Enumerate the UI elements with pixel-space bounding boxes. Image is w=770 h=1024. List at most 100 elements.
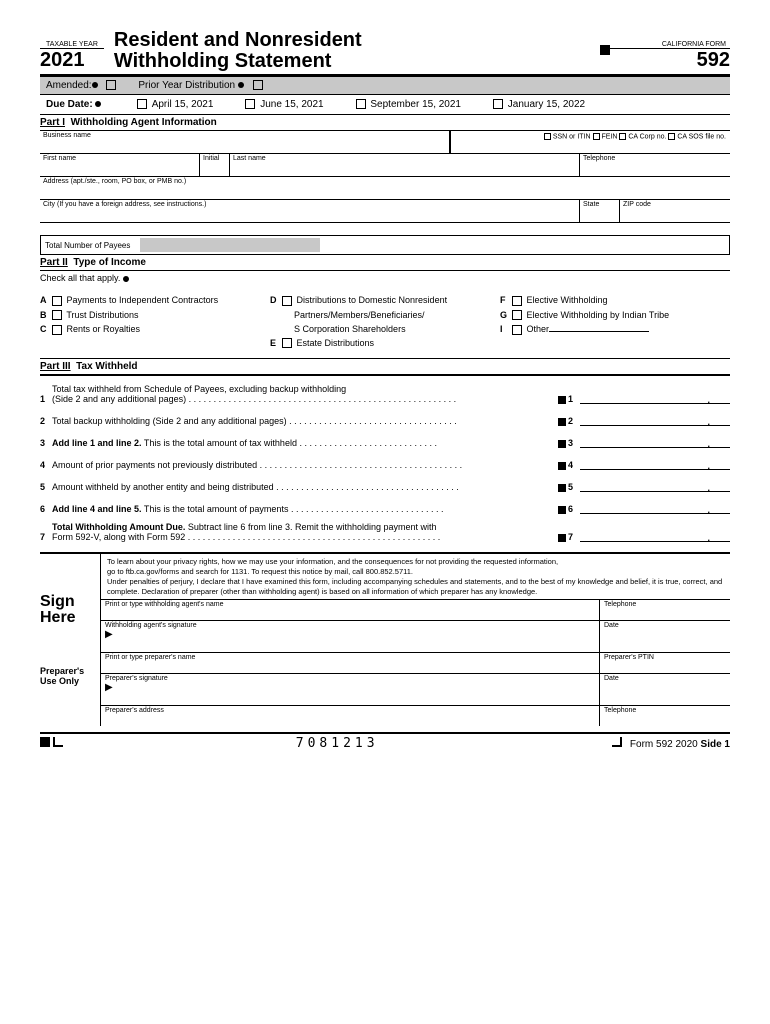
last-name-field[interactable]: Last name — [230, 154, 580, 176]
income-i-label: Other — [527, 324, 550, 334]
city-field[interactable]: City (If you have a foreign address, see… — [40, 200, 580, 222]
check-all-label: Check all that apply. — [40, 271, 730, 285]
income-e-label: Estate Distributions — [297, 338, 375, 348]
income-d-checkbox[interactable] — [282, 296, 292, 306]
form-title-line1: Resident and Nonresident — [114, 30, 600, 51]
telephone-field[interactable]: Telephone — [580, 154, 730, 176]
income-d-label3: S Corporation Shareholders — [294, 324, 406, 334]
business-name-row: Business name SSN or ITIN FEIN CA Corp n… — [40, 131, 730, 154]
line7-text-c: Form 592-V, along with Form 592 — [52, 532, 185, 542]
part2-label: Part II — [40, 257, 68, 268]
preparer-sig-field[interactable]: Preparer's signature▶ — [101, 674, 600, 705]
income-e-checkbox[interactable] — [282, 338, 292, 348]
date-checkbox-4[interactable] — [493, 99, 503, 109]
agent-date-field[interactable]: Date — [600, 621, 730, 652]
part3-title: Tax Withheld — [76, 361, 137, 372]
part2-header: Part II Type of Income — [40, 255, 730, 271]
date-checkbox-1[interactable] — [137, 99, 147, 109]
amount-1[interactable]: . — [580, 390, 730, 404]
income-g-checkbox[interactable] — [512, 310, 522, 320]
income-d-label2: Partners/Members/Beneficiaries/ — [294, 310, 425, 320]
amended-checkbox[interactable] — [106, 80, 116, 90]
footer-side: Side 1 — [701, 739, 730, 750]
date-checkbox-2[interactable] — [245, 99, 255, 109]
part1-title: Withholding Agent Information — [71, 117, 217, 128]
line-marker-icon — [558, 418, 566, 426]
state-field[interactable]: State — [580, 200, 620, 222]
preparer-addr-field[interactable]: Preparer's address — [101, 706, 600, 726]
corp-checkbox[interactable] — [619, 133, 626, 140]
income-a-checkbox[interactable] — [52, 296, 62, 306]
line-3: 3 Add line 1 and line 2. This is the tot… — [40, 434, 730, 448]
income-a-label: Payments to Independent Contractors — [67, 295, 219, 305]
line7-text-a: Total Withholding Amount Due. — [52, 522, 185, 532]
income-b-checkbox[interactable] — [52, 310, 62, 320]
line6-text-b: This is the total amount of payments — [142, 504, 289, 514]
payees-label: Total Number of Payees — [45, 241, 130, 250]
taxable-year-label: TAXABLE YEAR — [40, 41, 104, 49]
amended-label: Amended: — [46, 80, 92, 91]
other-input[interactable] — [549, 331, 649, 332]
due-date-label: Due Date: — [46, 99, 93, 110]
line-marker-icon — [558, 506, 566, 514]
footer-marker-icon — [40, 737, 50, 747]
sos-checkbox[interactable] — [668, 133, 675, 140]
part1-header: Part I Withholding Agent Information — [40, 115, 730, 131]
form-title-line2: Withholding Statement — [114, 51, 600, 72]
preparer-label-1: Preparer's — [40, 666, 100, 676]
income-i-checkbox[interactable] — [512, 325, 522, 335]
prior-year-checkbox[interactable] — [253, 80, 263, 90]
bullet-icon — [92, 82, 98, 88]
id-type-cell: SSN or ITIN FEIN CA Corp no. CA SOS file… — [450, 131, 730, 153]
corner-icon — [53, 737, 63, 747]
preparer-phone-field[interactable]: Telephone — [600, 706, 730, 726]
payees-input[interactable] — [140, 238, 320, 252]
california-form-label: CALIFORNIA FORM — [610, 41, 730, 49]
line5-text: Amount withheld by another entity and be… — [52, 482, 274, 492]
part2-title: Type of Income — [73, 257, 146, 268]
form-number: 592 — [610, 49, 730, 72]
business-name-field[interactable]: Business name — [40, 131, 450, 153]
footer-form-ref: Form 592 2020 — [630, 739, 698, 750]
date-checkbox-3[interactable] — [356, 99, 366, 109]
amended-bar: Amended: Prior Year Distribution — [40, 77, 730, 95]
amount-4[interactable]: . — [580, 456, 730, 470]
address-field[interactable]: Address (apt./ste., room, PO box, or PMB… — [40, 177, 730, 199]
agent-phone-field[interactable]: Telephone — [600, 600, 730, 620]
income-f-checkbox[interactable] — [512, 296, 522, 306]
income-f-label: Elective Withholding — [527, 295, 608, 305]
bullet-icon — [95, 101, 101, 107]
agent-name-field[interactable]: Print or type withholding agent's name — [101, 600, 600, 620]
agent-sig-field[interactable]: Withholding agent's signature▶ — [101, 621, 600, 652]
payees-box: Total Number of Payees — [40, 235, 730, 255]
amount-2[interactable]: . — [580, 412, 730, 426]
initial-field[interactable]: Initial — [200, 154, 230, 176]
amount-6[interactable]: . — [580, 500, 730, 514]
line4-text: Amount of prior payments not previously … — [52, 460, 257, 470]
income-c-checkbox[interactable] — [52, 325, 62, 335]
preparer-ptin-field[interactable]: Preparer's PTIN — [600, 653, 730, 673]
preparer-name-field[interactable]: Print or type preparer's name — [101, 653, 600, 673]
zip-field[interactable]: ZIP code — [620, 200, 730, 222]
date-4: January 15, 2022 — [508, 99, 585, 110]
fein-checkbox[interactable] — [593, 133, 600, 140]
ssn-label: SSN or ITIN — [553, 133, 591, 140]
sign-label-2: Here — [40, 610, 100, 626]
amount-3[interactable]: . — [580, 434, 730, 448]
line-7: 7 Total Withholding Amount Due. Subtract… — [40, 522, 730, 542]
bullet-icon — [123, 276, 129, 282]
corner-icon — [612, 737, 622, 747]
amount-5[interactable]: . — [580, 478, 730, 492]
ssn-checkbox[interactable] — [544, 133, 551, 140]
line1-text-b: (Side 2 and any additional pages) — [52, 394, 186, 404]
sign-label-1: Sign — [40, 594, 100, 610]
line-5: 5 Amount withheld by another entity and … — [40, 478, 730, 492]
first-name-field[interactable]: First name — [40, 154, 200, 176]
line-marker-icon — [558, 462, 566, 470]
line6-text-a: Add line 4 and line 5. — [52, 504, 142, 514]
header-marker-icon — [600, 45, 610, 55]
date-1: April 15, 2021 — [152, 99, 214, 110]
amount-7[interactable]: . — [580, 528, 730, 542]
sign-section: Sign Here Preparer's Use Only To learn a… — [40, 552, 730, 726]
preparer-date-field[interactable]: Date — [600, 674, 730, 705]
